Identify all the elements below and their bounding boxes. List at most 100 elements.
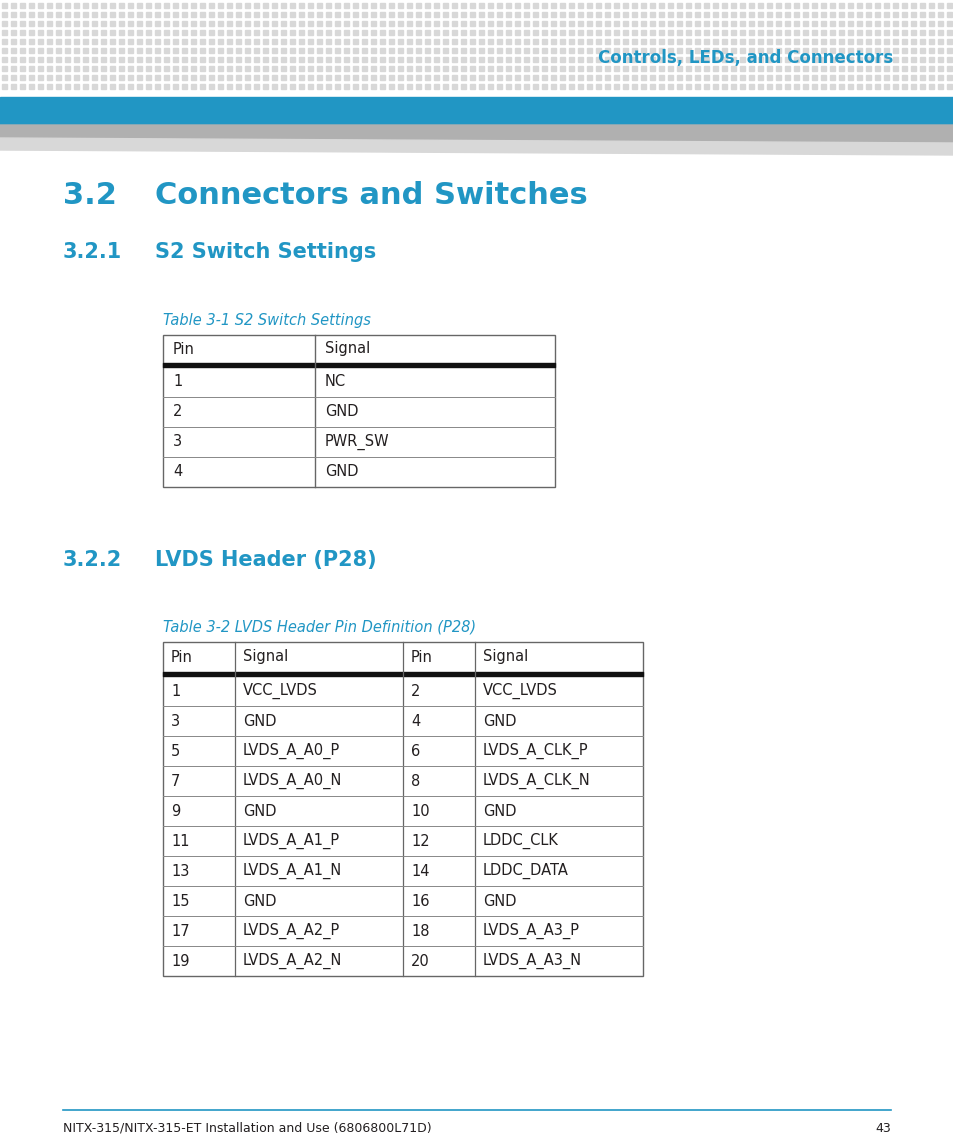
Bar	[802, 21, 807, 26]
Bar	[397, 48, 402, 53]
Bar	[488, 84, 493, 89]
Bar	[829, 76, 834, 80]
Bar	[829, 57, 834, 62]
Bar	[316, 3, 322, 8]
Bar	[470, 11, 475, 17]
Bar	[766, 3, 771, 8]
Bar	[154, 57, 160, 62]
Bar	[416, 66, 420, 71]
Bar	[721, 21, 726, 26]
Bar	[829, 48, 834, 53]
Text: NITX-315/NITX-315-ET Installation and Use (6806800L71D): NITX-315/NITX-315-ET Installation and Us…	[63, 1121, 431, 1135]
Bar	[389, 21, 394, 26]
Bar	[793, 3, 799, 8]
Bar	[829, 39, 834, 44]
Bar	[856, 3, 862, 8]
Bar	[946, 3, 951, 8]
Bar	[209, 3, 213, 8]
Bar	[677, 76, 681, 80]
Bar	[874, 30, 879, 35]
Bar	[874, 21, 879, 26]
Bar	[901, 3, 906, 8]
Bar	[533, 57, 537, 62]
Bar	[263, 66, 268, 71]
Bar	[505, 84, 511, 89]
Bar	[703, 76, 708, 80]
Bar	[919, 48, 924, 53]
Bar	[838, 11, 843, 17]
Bar	[784, 66, 789, 71]
Bar	[397, 84, 402, 89]
Bar	[200, 30, 205, 35]
Bar	[298, 21, 304, 26]
Bar	[946, 30, 951, 35]
Bar	[47, 3, 52, 8]
Text: 3.2.1: 3.2.1	[63, 242, 122, 262]
Bar	[533, 66, 537, 71]
Bar	[829, 84, 834, 89]
Bar	[758, 30, 762, 35]
Bar	[209, 66, 213, 71]
Bar	[308, 76, 313, 80]
Bar	[758, 66, 762, 71]
Bar	[667, 21, 672, 26]
Bar	[235, 76, 241, 80]
Bar	[821, 3, 825, 8]
Bar	[937, 21, 942, 26]
Bar	[281, 66, 286, 71]
Bar	[703, 57, 708, 62]
Bar	[56, 30, 61, 35]
Bar	[460, 11, 465, 17]
Bar	[56, 76, 61, 80]
Bar	[829, 3, 834, 8]
Bar	[901, 66, 906, 71]
Bar	[235, 30, 241, 35]
Bar	[316, 48, 322, 53]
Bar	[677, 66, 681, 71]
Bar	[65, 39, 70, 44]
Text: LVDS_A_CLK_N: LVDS_A_CLK_N	[482, 773, 590, 789]
Bar	[371, 48, 375, 53]
Bar	[371, 30, 375, 35]
Bar	[74, 30, 79, 35]
Bar	[730, 39, 735, 44]
Bar	[811, 84, 816, 89]
Bar	[568, 3, 574, 8]
Bar	[586, 30, 592, 35]
Bar	[604, 21, 609, 26]
Bar	[596, 30, 600, 35]
Bar	[946, 39, 951, 44]
Text: GND: GND	[325, 465, 358, 480]
Bar	[649, 57, 655, 62]
Bar	[901, 84, 906, 89]
Bar	[919, 39, 924, 44]
Bar	[83, 76, 88, 80]
Text: Table 3-1 S2 Switch Settings: Table 3-1 S2 Switch Settings	[163, 313, 371, 327]
Bar	[578, 48, 582, 53]
Bar	[344, 11, 349, 17]
Bar	[298, 66, 304, 71]
Bar	[677, 48, 681, 53]
Bar	[667, 30, 672, 35]
Bar	[802, 57, 807, 62]
Bar	[434, 84, 438, 89]
Bar	[434, 39, 438, 44]
Bar	[712, 39, 718, 44]
Bar	[748, 30, 753, 35]
Bar	[919, 66, 924, 71]
Text: GND: GND	[243, 893, 276, 908]
Bar	[200, 66, 205, 71]
Bar	[937, 3, 942, 8]
Bar	[730, 66, 735, 71]
Bar	[649, 3, 655, 8]
Bar	[775, 84, 781, 89]
Bar	[163, 335, 555, 487]
Bar	[308, 66, 313, 71]
Bar	[416, 57, 420, 62]
Bar	[424, 39, 430, 44]
Text: 5: 5	[171, 743, 180, 758]
Bar	[172, 84, 178, 89]
Bar	[38, 39, 43, 44]
Bar	[659, 66, 663, 71]
Bar	[263, 39, 268, 44]
